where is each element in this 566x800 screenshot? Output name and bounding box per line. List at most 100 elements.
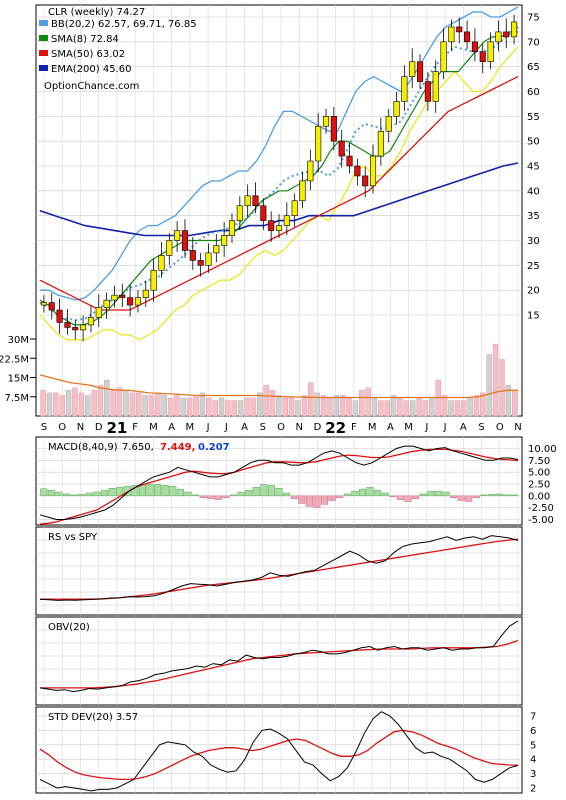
volume-tick-label: 7.5M <box>4 393 29 404</box>
candle-body <box>95 307 102 318</box>
legend-swatch-sma50 <box>39 50 48 56</box>
stddev-tick-label: 2 <box>530 784 536 795</box>
volume-bar <box>346 397 352 417</box>
candle-body <box>315 125 322 162</box>
candle-body <box>495 31 502 43</box>
x-tick-label: S <box>260 422 266 433</box>
candle-body <box>244 195 251 207</box>
macd-histogram-bar <box>63 493 71 497</box>
candle-body <box>48 302 55 311</box>
price-tick-label: 75 <box>527 13 540 24</box>
volume-bar <box>237 400 244 417</box>
volume-bar <box>460 400 467 417</box>
volume-bar <box>97 384 104 417</box>
macd-histogram-bar <box>146 484 154 497</box>
candle-body <box>134 297 141 306</box>
x-tick-label: 22 <box>325 419 346 437</box>
bollinger-upper-line <box>40 6 519 301</box>
volume-tick-label: 22.5M <box>0 354 29 365</box>
macd-histogram-bar <box>214 495 222 500</box>
volume-bar <box>135 392 142 417</box>
volume-bar <box>416 397 422 417</box>
candle-body <box>166 240 173 256</box>
price-tick-label: 20 <box>527 286 540 297</box>
candle-body <box>283 215 290 226</box>
price-tick-label: 15 <box>527 311 540 322</box>
volume-bar <box>212 400 218 417</box>
macd-hist-value: 0.207 <box>198 442 230 453</box>
macd-histogram-bar <box>207 495 215 499</box>
macd-histogram-bar <box>131 485 139 497</box>
macd-histogram-bar <box>487 494 495 497</box>
volume-bar <box>473 395 480 417</box>
macd-histogram-bar <box>78 494 86 497</box>
price-tick-label: 25 <box>527 261 540 272</box>
volume-bar <box>308 382 314 417</box>
volume-bar <box>429 397 435 417</box>
volume-bar <box>84 395 91 417</box>
x-tick-label: M <box>186 422 195 433</box>
macd-histogram-bar <box>503 494 511 497</box>
candlesticks <box>40 14 518 342</box>
price-tick-label: 50 <box>527 137 540 148</box>
x-tick-label: S <box>41 422 47 433</box>
macd-histogram-bar <box>138 484 146 497</box>
x-tick-label: 21 <box>106 419 127 437</box>
macd-histogram-bar <box>123 486 131 497</box>
x-tick-label: N <box>295 422 302 433</box>
obv-title: OBV(20) <box>48 622 90 633</box>
stddev-title: STD DEV(20) 3.57 <box>48 712 138 723</box>
x-tick-label: F <box>351 422 357 433</box>
macd-histogram-bar <box>495 493 503 497</box>
macd-histogram-bar <box>245 489 253 497</box>
x-tick-label: M <box>368 422 377 433</box>
candle-body <box>158 255 165 271</box>
candle-body <box>275 225 283 231</box>
macd-histogram-bar <box>85 492 93 497</box>
volume-bar <box>339 395 346 417</box>
volume-bar <box>333 395 339 417</box>
macd-histogram-bar <box>93 491 101 497</box>
volume-bar <box>384 400 390 417</box>
macd-histogram-bar <box>305 495 313 507</box>
price-panel: 15 20 25 30 35 40 45 50 55 60 65 70 75 30M 22.5M 15M 7.… <box>0 4 540 437</box>
macd-histogram-bar <box>222 495 230 498</box>
volume-bar <box>167 397 174 417</box>
macd-histogram-bar <box>40 488 48 497</box>
x-tick-label: N <box>514 422 521 433</box>
chart-title: CLR (weekly) 74.27 <box>48 7 145 18</box>
macd-histogram-bar <box>412 495 420 499</box>
candle-body <box>268 220 275 231</box>
macd-histogram-bar <box>472 495 480 498</box>
obv-line <box>39 620 519 693</box>
volume-bar <box>314 392 320 417</box>
price-y-axis: 15 20 25 30 35 40 45 50 55 60 65 70 75 <box>527 13 540 322</box>
source-watermark: OptionChance.com <box>44 81 139 92</box>
volume-bar <box>142 395 148 417</box>
volume-bar <box>218 397 225 417</box>
macd-histogram-bar <box>381 492 389 497</box>
macd-y-axis: 10.007.505.002.500.00-2.50-5.00 <box>528 444 557 526</box>
volume-bar <box>390 395 397 417</box>
macd-histogram-bar <box>154 484 162 497</box>
candle-body <box>307 160 314 182</box>
x-tick-label: D <box>314 422 322 433</box>
volume-bar <box>91 390 97 417</box>
candle-body <box>213 245 220 254</box>
macd-histogram-bar <box>116 487 124 497</box>
price-tick-label: 60 <box>527 87 540 98</box>
volume-bar <box>320 395 327 417</box>
x-tick-label: M <box>404 422 413 433</box>
volume-bar <box>40 390 46 417</box>
x-tick-label: N <box>77 422 84 433</box>
stddev-average-line <box>39 729 519 781</box>
price-tick-label: 30 <box>527 236 540 247</box>
candle-body <box>401 76 408 102</box>
volume-bar <box>155 392 161 417</box>
macd-histogram-bar <box>100 489 109 497</box>
volume-bar <box>72 387 78 417</box>
candle-body <box>236 205 243 221</box>
candle-body <box>205 252 212 266</box>
price-tick-label: 55 <box>527 112 540 123</box>
